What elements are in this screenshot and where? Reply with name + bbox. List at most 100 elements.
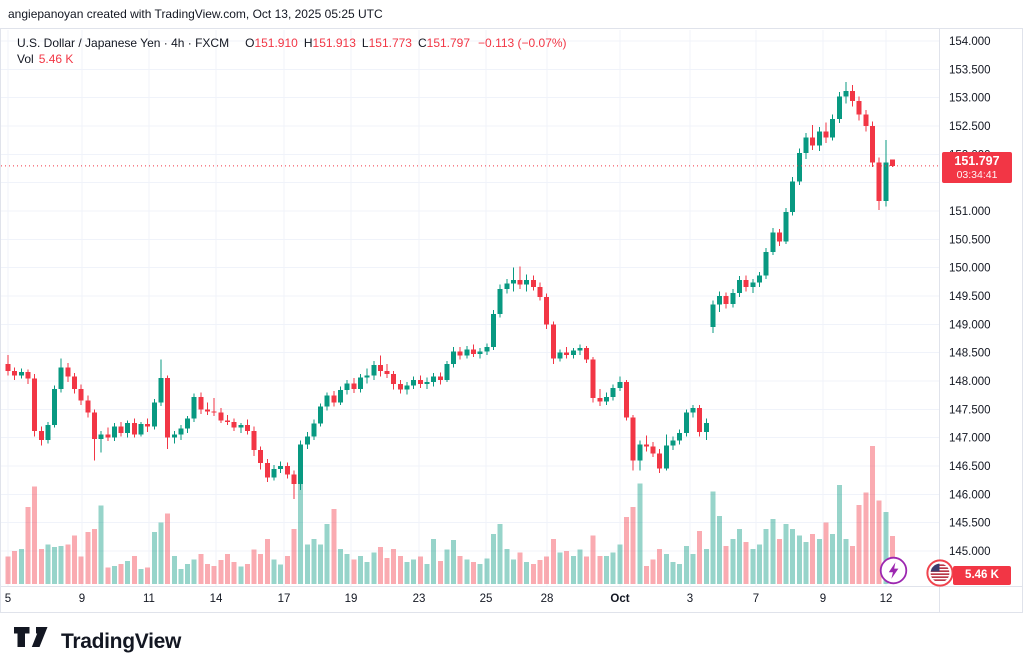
volume-bar [810, 533, 816, 584]
price-chart-canvas[interactable]: 145.000 145.500 146.000 146.500 147.000 147.5… [1, 29, 1022, 612]
volume-bar [830, 533, 836, 584]
x-axis-label[interactable]: 3 [687, 593, 693, 605]
candle-body [411, 379, 417, 386]
candle-body [697, 408, 703, 433]
candle-body [377, 365, 383, 371]
candle-body [32, 378, 38, 431]
candle-body [524, 280, 530, 285]
x-axis-label[interactable]: 9 [79, 593, 85, 605]
change-value: −0.113 (−0.07%) [478, 36, 567, 50]
candle-body [145, 424, 151, 427]
volume-bar [364, 562, 370, 584]
candle-body [690, 408, 696, 413]
y-axis-label[interactable]: 145.000 [949, 546, 991, 558]
y-axis-label[interactable]: 148.500 [949, 348, 991, 360]
y-axis-label[interactable]: 150.000 [949, 263, 991, 275]
candle-body [25, 371, 31, 379]
candle-body [364, 375, 370, 378]
candle-body [530, 280, 536, 287]
open-value: 151.910 [254, 36, 298, 50]
volume-bar [850, 546, 856, 584]
close-label: C [417, 36, 427, 50]
candle-body [318, 406, 324, 424]
candle-body [570, 350, 576, 355]
candle-body [497, 289, 503, 315]
candle-body [889, 159, 895, 166]
y-axis-label[interactable]: 154.000 [949, 36, 991, 48]
y-axis-label[interactable]: 147.500 [949, 404, 991, 416]
volume-bar [863, 492, 869, 584]
symbol-title[interactable]: U.S. Dollar / Japanese Yen · 4h · FXCM [17, 36, 230, 50]
x-axis-label[interactable]: Oct [610, 593, 629, 605]
candle-body [417, 379, 423, 384]
x-axis-label[interactable]: 11 [143, 593, 155, 605]
x-axis-label[interactable]: 25 [480, 593, 493, 605]
y-axis-label[interactable]: 149.000 [949, 319, 991, 331]
candle-body [72, 376, 77, 389]
chart-canvas-wrap[interactable]: 145.000 145.500 146.000 146.500 147.000 147.5… [1, 29, 1022, 612]
candle-body [431, 376, 437, 383]
x-axis-label[interactable]: 5 [5, 593, 11, 605]
x-axis-label[interactable]: 9 [820, 593, 826, 605]
y-axis-label[interactable]: 153.500 [949, 64, 991, 76]
candle-body [264, 463, 270, 478]
x-axis-label[interactable]: 23 [413, 593, 426, 605]
chart-widget[interactable]: 145.000 145.500 146.000 146.500 147.000 147.5… [0, 28, 1023, 613]
candle-body [550, 324, 556, 359]
candle-body [637, 444, 643, 461]
volume-bar [703, 548, 709, 584]
y-axis-label[interactable]: 148.000 [949, 376, 991, 388]
volume-bar [497, 524, 503, 584]
volume-bar [517, 552, 523, 584]
candle-body [517, 280, 523, 285]
volume-bar [544, 556, 550, 584]
candle-body [205, 409, 210, 412]
x-axis-label[interactable]: 17 [278, 593, 291, 605]
us-flag-roundel [926, 559, 954, 587]
y-axis-label[interactable]: 149.500 [949, 291, 991, 303]
volume-bar [384, 558, 390, 584]
y-axis-label[interactable]: 146.000 [949, 489, 991, 501]
candle-body [756, 275, 762, 283]
candle-body [590, 359, 596, 399]
volume-value-badge: 5.46 K [953, 566, 1011, 585]
candle-body [304, 436, 310, 445]
high-value: 151.913 [312, 36, 356, 50]
x-axis-label[interactable]: 28 [541, 593, 554, 605]
volume-bar [224, 554, 230, 584]
x-axis-label[interactable]: 7 [753, 593, 759, 605]
y-axis-label[interactable]: 145.500 [949, 518, 991, 530]
candle-body [151, 402, 157, 427]
volume-bar [138, 569, 144, 584]
volume-bar [823, 522, 829, 584]
candle-body [91, 412, 97, 439]
candle-body [856, 101, 862, 115]
y-axis-label[interactable]: 146.500 [949, 461, 991, 473]
volume-bar [490, 533, 496, 584]
tradingview-logo[interactable]: TradingView [14, 625, 181, 659]
volume-bar [171, 555, 177, 584]
y-axis-label[interactable]: 153.000 [949, 93, 991, 105]
volume-bar [218, 560, 224, 584]
y-axis-label[interactable]: 147.000 [949, 433, 991, 445]
volume-bar [65, 544, 71, 584]
volume-bar [12, 551, 18, 584]
candle-body [464, 349, 470, 356]
candle-body [58, 367, 64, 389]
instant-trading-button[interactable] [879, 556, 908, 585]
y-axis-label[interactable]: 152.500 [949, 121, 991, 133]
close-value: 151.797 [426, 36, 471, 50]
x-axis-label[interactable]: 14 [210, 593, 223, 605]
volume-bar [484, 558, 490, 584]
candle-body [404, 385, 410, 390]
y-axis-label[interactable]: 151.000 [949, 206, 991, 218]
candle-body [391, 374, 397, 384]
volume-bar [584, 556, 590, 584]
volume-bar [324, 524, 330, 584]
volume-bar [284, 555, 290, 584]
x-axis-label[interactable]: 12 [880, 593, 893, 605]
candle-body [504, 283, 510, 290]
x-axis-label[interactable]: 19 [345, 593, 358, 605]
us-flag-icon [926, 559, 954, 587]
y-axis-label[interactable]: 150.500 [949, 234, 991, 246]
